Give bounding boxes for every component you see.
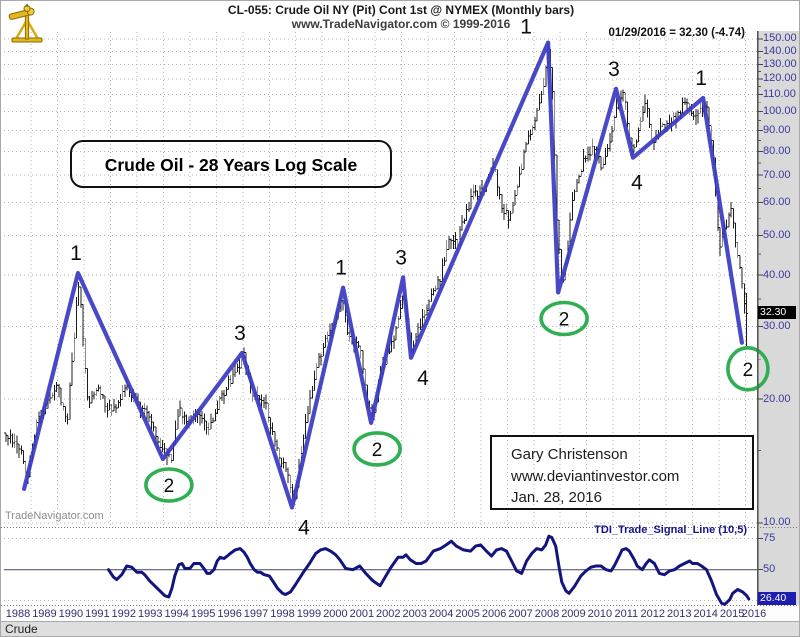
log-scale-annotation-box: Crude Oil - 28 Years Log Scale	[70, 140, 392, 188]
price-axis-label: 150.00	[763, 32, 797, 45]
title-block: CL-055: Crude Oil NY (Pit) Cont 1st @ NY…	[1, 3, 799, 31]
price-axis-label: 110.00	[763, 87, 796, 100]
wave-label: 4	[298, 517, 310, 540]
watermark: TradeNavigator.com	[5, 510, 104, 522]
year-label: 2014	[693, 608, 718, 620]
year-label: 1998	[270, 608, 295, 620]
year-label: 1996	[217, 608, 242, 620]
elliott-wave-line	[22, 40, 745, 510]
price-axis-label: 50.00	[763, 228, 791, 241]
price-axis-label: 130.00	[763, 58, 797, 71]
year-label: 2001	[349, 608, 375, 620]
last-quote-readout: 01/29/2016 = 32.30 (-4.74)	[608, 27, 745, 39]
year-label: 2004	[428, 608, 454, 620]
year-label: 2011	[614, 608, 639, 620]
year-label: 2012	[640, 608, 666, 620]
year-label: 2005	[455, 608, 480, 620]
indicator-axis-label: 75	[763, 532, 776, 545]
chart-subtitle: www.TradeNavigator.com © 1999-2016	[291, 17, 511, 31]
year-label: 2016	[741, 608, 767, 620]
price-axis-label: 30.00	[763, 320, 791, 333]
credit-annotation-box: Gary Christenson www.deviantinvestor.com…	[490, 435, 754, 510]
wave-label: 3	[608, 58, 620, 81]
wave-label: 1	[335, 257, 347, 280]
pane-tab-strip	[1, 621, 799, 636]
indicator-value-tag: 26.40	[758, 592, 796, 605]
price-axis-label: 10.00	[763, 516, 791, 529]
wave-label: 2	[559, 310, 570, 331]
year-label: 2006	[481, 608, 507, 620]
wave-2-circle	[352, 431, 402, 467]
price-axis-label: 60.00	[763, 196, 791, 209]
year-label: 2002	[376, 608, 401, 620]
year-label: 2013	[667, 608, 692, 620]
wave-label: 3	[395, 246, 407, 269]
credit-line-1: Gary Christenson	[511, 446, 628, 463]
year-label: 1995	[190, 608, 216, 620]
tdi-signal-line	[107, 534, 751, 606]
price-axis-label: 70.00	[763, 168, 791, 181]
credit-line-3: Jan. 28, 2016	[511, 489, 602, 506]
year-label: 2003	[402, 608, 427, 620]
time-axis[interactable]	[1, 605, 799, 621]
indicator-axis-label: 50	[763, 563, 776, 576]
trade-navigator-logo-icon	[7, 2, 47, 44]
year-label: 1988	[5, 608, 31, 620]
wave-label: 2	[743, 360, 754, 381]
price-axis-label: 80.00	[763, 144, 791, 157]
pane-label: Crude	[5, 622, 38, 636]
year-label: 1989	[32, 608, 57, 620]
wave-label: 4	[417, 367, 429, 390]
year-label: 2008	[534, 608, 560, 620]
price-axis-label: 90.00	[763, 123, 791, 136]
wave-label: 3	[234, 322, 246, 345]
year-label: 2009	[561, 608, 586, 620]
price-axis-label: 20.00	[763, 392, 791, 405]
chart-title: CL-055: Crude Oil NY (Pit) Cont 1st @ NY…	[227, 3, 575, 17]
wave-2-circle	[144, 467, 194, 503]
price-axis-label: 140.00	[763, 44, 797, 57]
wave-label: 1	[695, 67, 707, 90]
year-label: 2007	[508, 608, 533, 620]
year-label: 1993	[138, 608, 163, 620]
year-label: 1997	[243, 608, 269, 620]
year-label: 2010	[587, 608, 613, 620]
year-label: 2015	[719, 608, 745, 620]
year-label: 1999	[296, 608, 322, 620]
year-label: 1994	[164, 608, 189, 620]
indicator-label: TDI_Trade_Signal_Line (10,5)	[594, 524, 747, 536]
last-price-tag: 32.30	[758, 306, 796, 319]
price-axis-label: 40.00	[763, 268, 791, 281]
wave-label: 1	[520, 16, 532, 39]
year-label: 1991	[85, 608, 110, 620]
wave-2-circle	[726, 345, 770, 392]
year-label: 1992	[111, 608, 137, 620]
wave-label: 2	[372, 440, 383, 461]
year-label: 2000	[323, 608, 348, 620]
price-axis-label: 100.00	[763, 104, 797, 117]
price-axis-label: 120.00	[763, 72, 797, 85]
wave-2-circle	[539, 300, 589, 337]
wave-label: 4	[631, 172, 643, 195]
credit-line-2: www.deviantinvestor.com	[511, 467, 680, 485]
wave-label: 2	[164, 476, 175, 497]
year-label: 1990	[58, 608, 84, 620]
wave-label: 1	[70, 242, 82, 265]
